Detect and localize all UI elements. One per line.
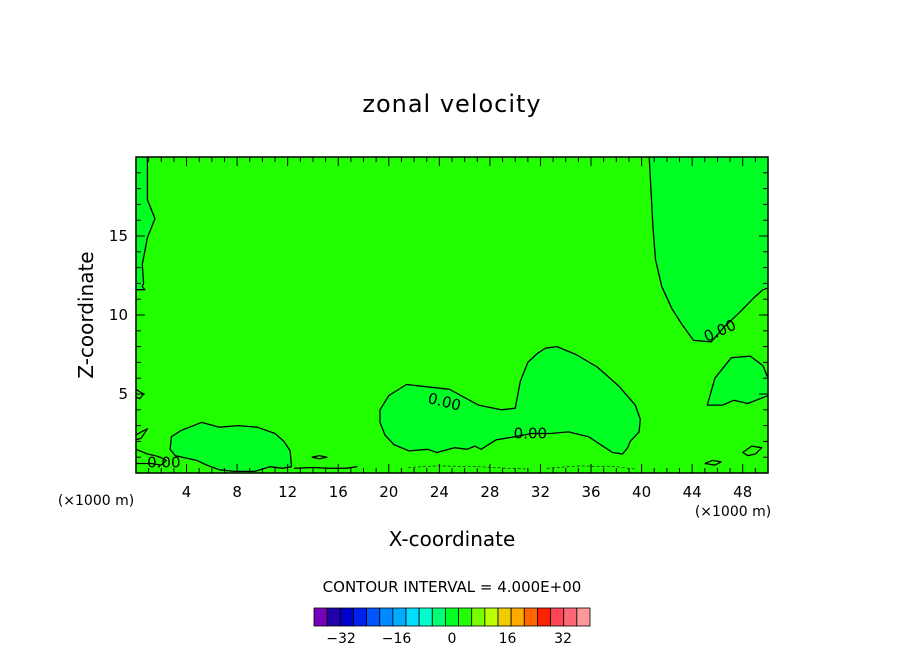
- colorbar-swatch: [445, 607, 459, 627]
- colorbar-swatch: [510, 607, 525, 627]
- colorbar-tick-label: −16: [382, 631, 412, 647]
- x-tick-label: 36: [581, 483, 600, 501]
- zero-contour-11: [136, 428, 149, 441]
- y-tick-label: 10: [109, 306, 128, 324]
- x-tick-label: 44: [683, 483, 702, 501]
- y-tick-label: 15: [109, 227, 128, 245]
- chart-title: zonal velocity: [362, 90, 541, 118]
- weak-contour-1: [546, 465, 636, 470]
- x-tick-label: 4: [182, 483, 192, 501]
- x-tick-label: 12: [278, 483, 297, 501]
- colorbar-swatch: [418, 607, 433, 627]
- negative-region-4: [707, 356, 768, 406]
- zero-contour-7: [293, 466, 358, 469]
- colorbar-swatch: [326, 607, 341, 627]
- x-unit-right: (×1000 m): [695, 504, 771, 520]
- colorbar-swatch: [353, 607, 367, 627]
- y-axis-title: Z-coordinate: [74, 251, 98, 378]
- x-tick-label: 32: [531, 483, 550, 501]
- zero-contour-9: [742, 445, 763, 457]
- x-tick-label: 16: [329, 483, 348, 501]
- negative-region-1: [649, 157, 768, 342]
- negative-region-3: [170, 422, 292, 472]
- x-ticks: 4 8 12 16 20 24 28 32 36 40 44 48: [148, 157, 756, 501]
- colorbar-swatch: [366, 607, 381, 627]
- colorbar-tick-label: 32: [554, 631, 572, 647]
- zero-contour-1: [648, 157, 768, 343]
- plot-area: 0.000.000.000.00 4 8 12 16 20 24 28 32 36 40 44 48 …: [109, 156, 769, 501]
- colorbar-swatch: [339, 607, 354, 627]
- colorbar-swatch: [458, 607, 473, 627]
- y-tick-label: 5: [118, 385, 128, 403]
- zero-contour-3: [169, 421, 293, 473]
- colorbar-tick-label: 0: [448, 631, 457, 647]
- zero-contour-8: [311, 454, 328, 460]
- colorbar-tick-label: −32: [326, 631, 356, 647]
- zero-contour-10: [704, 459, 722, 466]
- x-tick-label: 48: [733, 483, 752, 501]
- x-axis-title: X-coordinate: [389, 527, 516, 551]
- zero-contour-5: [136, 388, 145, 400]
- zero-contour-4: [706, 355, 768, 406]
- contour-label-3: 0.00: [147, 454, 180, 472]
- colorbar-swatch: [471, 607, 486, 627]
- contour-line-layer: [136, 157, 768, 473]
- zero-contour-0: [136, 157, 156, 291]
- y-ticks: 5 10 15: [109, 172, 768, 458]
- contour-label-1: 0.00: [514, 425, 547, 443]
- colorbar-swatch: [313, 607, 328, 627]
- colorbar-swatch: [537, 607, 551, 627]
- x-tick-label: 40: [632, 483, 651, 501]
- colorbar-swatch: [576, 607, 591, 627]
- colorbar-swatch: [379, 607, 394, 627]
- x-unit-left: (×1000 m): [58, 493, 134, 509]
- colorbar-swatch: [523, 607, 538, 627]
- x-tick-label: 20: [379, 483, 398, 501]
- colorbar: −32 −16 0 16 32: [313, 607, 591, 647]
- colorbar-swatch: [484, 607, 499, 627]
- colorbar-swatch: [550, 607, 565, 627]
- zero-contour-2: [379, 345, 641, 455]
- negative-region-2: [380, 346, 641, 454]
- negative-region-0: [136, 157, 155, 290]
- colorbar-swatch: [392, 607, 407, 627]
- x-tick-label: 24: [430, 483, 449, 501]
- contour-fill-layer: [136, 157, 768, 472]
- colorbar-swatch: [497, 607, 512, 627]
- colorbar-swatch: [563, 607, 578, 627]
- contour-interval-text: CONTOUR INTERVAL = 4.000E+00: [323, 578, 582, 596]
- colorbar-swatch: [405, 607, 420, 627]
- colorbar-tick-label: 16: [499, 631, 517, 647]
- zero-contour-6: [136, 448, 167, 466]
- x-tick-label: 8: [232, 483, 242, 501]
- colorbar-swatch: [431, 607, 446, 627]
- x-tick-label: 28: [480, 483, 499, 501]
